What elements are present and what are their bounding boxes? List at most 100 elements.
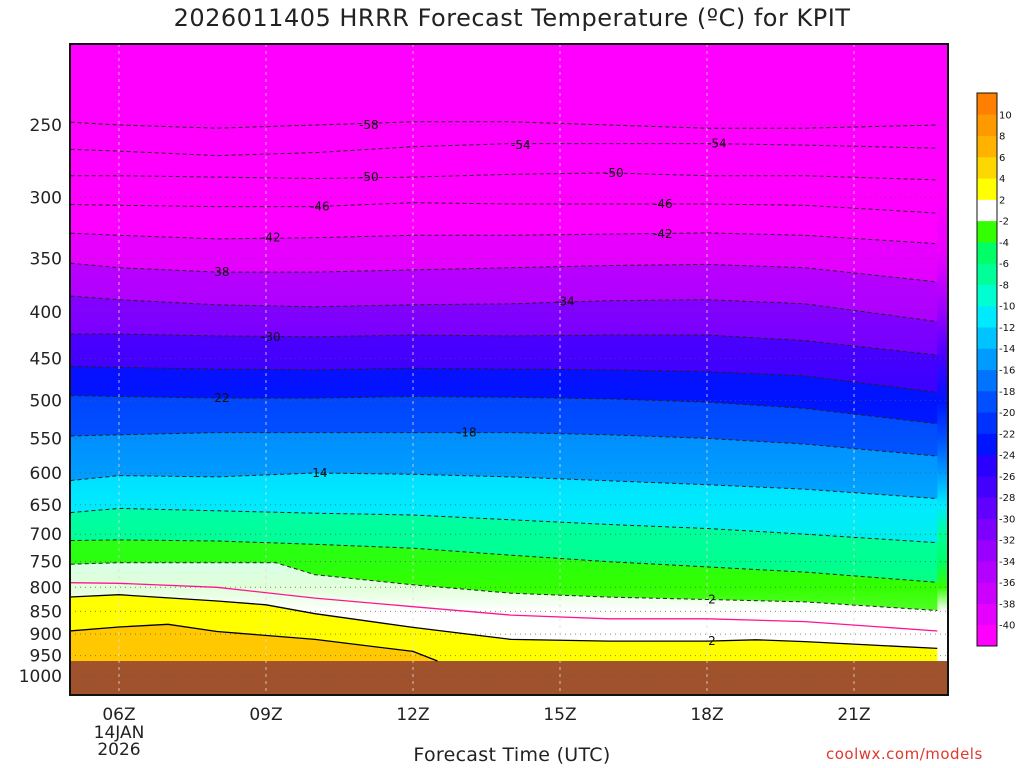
y-tick-950: 950	[30, 647, 62, 667]
colorbar-swatch-7	[977, 475, 997, 498]
contour--6	[70, 539, 938, 583]
colorbar-swatch-8	[977, 454, 997, 477]
temperature-band--22	[70, 366, 938, 424]
colorbar-tick-19: -2	[999, 217, 1009, 228]
colorbar-swatch-13	[977, 348, 997, 370]
y-tick-250: 250	[30, 116, 62, 136]
temperature-band--18	[70, 395, 938, 457]
y-tick-300: 300	[30, 188, 62, 208]
y-tick-400: 400	[30, 303, 62, 323]
colorbar-tick-3: -34	[999, 557, 1015, 568]
colorbar-tick-1: -38	[999, 599, 1015, 610]
colorbar-tick-20: 2	[999, 195, 1005, 206]
colorbar-tick-6: -28	[999, 493, 1015, 504]
contour--2	[70, 562, 938, 611]
colorbar-tick-5: -30	[999, 514, 1015, 525]
x-tick-12Z: 12Z	[396, 705, 429, 725]
contour-label-3: -50	[359, 170, 379, 184]
colorbar-swatch-21	[977, 178, 997, 200]
colorbar-swatch-9	[977, 433, 997, 456]
contour-label-13: -18	[457, 426, 477, 440]
colorbar-swatch-24	[977, 114, 997, 137]
colorbar-swatch-18	[977, 241, 997, 264]
colorbar-frame	[976, 92, 998, 647]
colorbar-swatch-16	[977, 284, 997, 307]
chart-title: 2026011405 HRRR Forecast Temperature (ºC…	[173, 4, 851, 32]
plot-frame	[69, 43, 949, 696]
colorbar-swatch-22	[977, 156, 997, 179]
colorbar-swatch-15	[977, 305, 997, 328]
temperature-band--42	[70, 202, 938, 244]
contour-label-2: -54	[707, 137, 727, 151]
warm-band-4-6	[70, 624, 438, 662]
colorbar-swatch-19	[977, 220, 997, 243]
contour-0	[70, 582, 938, 632]
colorbar-tick-23: 8	[999, 132, 1005, 143]
temperature-band-0	[70, 562, 938, 631]
y-tick-700: 700	[30, 525, 62, 545]
contour-2	[70, 594, 938, 650]
y-tick-350: 350	[30, 250, 62, 270]
y-tick-650: 650	[30, 496, 62, 516]
colorbar-tick-14: -12	[999, 323, 1015, 334]
contour-label-5: -46	[310, 200, 330, 214]
colorbar-tick-10: -20	[999, 408, 1015, 419]
colorbar-tick-18: -4	[999, 238, 1009, 249]
contour-label-14: 14	[312, 466, 327, 480]
temperature-band-2	[70, 582, 938, 649]
contour-label-11: -30	[261, 330, 281, 344]
colorbar-swatch-4	[977, 539, 997, 562]
contour-label-4: -50	[604, 166, 624, 180]
colorbar-swatch-11	[977, 390, 997, 413]
colorbar-swatch-5	[977, 518, 997, 541]
colorbar-swatch-25	[977, 93, 997, 115]
x-tick-sub-0: 14JAN	[94, 723, 145, 743]
colorbar-swatch-0	[977, 624, 997, 647]
y-tick-600: 600	[30, 464, 62, 484]
below-ground	[70, 661, 948, 695]
contour-label-16: 2	[708, 634, 716, 648]
x-tick-06Z: 06Z	[102, 705, 135, 725]
colorbar-swatch-20	[977, 199, 997, 222]
temperature-band--6	[70, 508, 938, 583]
contour-label-0: -58	[359, 118, 379, 132]
contour-label-1: -54	[511, 138, 531, 152]
x-tick-15Z: 15Z	[543, 705, 576, 725]
watermark: coolwx.com/models	[826, 745, 983, 763]
contour-label-9: 38	[214, 265, 229, 279]
temperature-band--14	[70, 432, 938, 499]
colorbar-swatch-3	[977, 560, 997, 583]
temperature-band--30	[70, 296, 938, 356]
colorbar-tick-15: -10	[999, 302, 1015, 313]
y-tick-1000: 1000	[19, 667, 62, 687]
y-tick-450: 450	[30, 350, 62, 370]
contour-label-6: -46	[653, 197, 673, 211]
contour--10	[70, 507, 938, 544]
contour-label-15: 2	[708, 593, 716, 607]
colorbar-tick-8: -24	[999, 451, 1015, 462]
contour-label-8: -42	[653, 227, 673, 241]
colorbar-tick-24: 10	[999, 110, 1012, 121]
y-tick-750: 750	[30, 553, 62, 573]
colorbar-tick-13: -14	[999, 344, 1015, 355]
colorbar-tick-17: -6	[999, 259, 1009, 270]
colorbar-swatch-2	[977, 582, 997, 604]
colorbar-swatch-14	[977, 326, 997, 349]
y-tick-850: 850	[30, 602, 62, 622]
temperature-band--26	[70, 334, 938, 393]
colorbar-swatch-23	[977, 135, 997, 158]
y-tick-550: 550	[30, 429, 62, 449]
contour-label-7: -42	[261, 231, 281, 245]
colorbar-tick-12: -16	[999, 366, 1015, 377]
colorbar-swatch-10	[977, 412, 997, 434]
y-tick-500: 500	[30, 392, 62, 412]
contour-label-10: -34	[555, 295, 575, 309]
temperature-band--10	[70, 473, 938, 543]
y-tick-800: 800	[30, 578, 62, 598]
colorbar-swatch-6	[977, 497, 997, 519]
colorbar-tick-21: 4	[999, 174, 1005, 185]
colorbar-tick-16: -8	[999, 280, 1009, 291]
colorbar-tick-22: 6	[999, 153, 1005, 164]
temperature-band--46	[70, 172, 938, 214]
